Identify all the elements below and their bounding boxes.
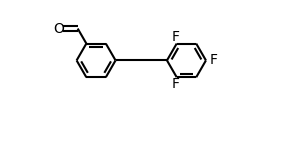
- Text: O: O: [53, 22, 64, 36]
- Text: F: F: [172, 29, 180, 44]
- Text: F: F: [172, 77, 180, 91]
- Text: F: F: [210, 53, 218, 67]
